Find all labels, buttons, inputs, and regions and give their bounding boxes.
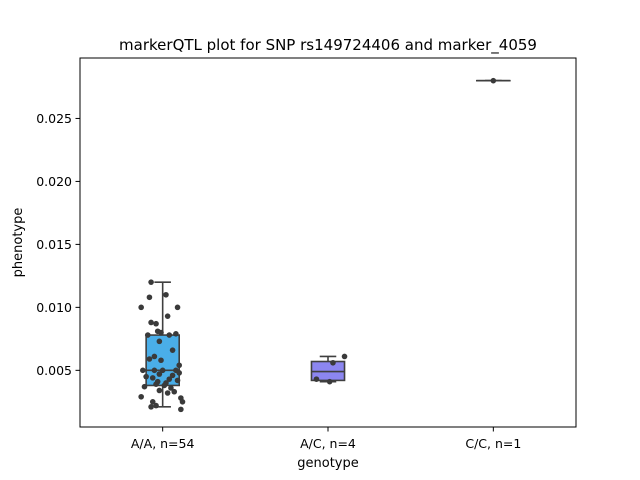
x-tick-label: A/A, n=54 (131, 436, 195, 451)
data-point (326, 378, 333, 385)
data-point (164, 390, 171, 396)
data-point (174, 377, 181, 384)
data-point (171, 388, 178, 395)
data-point (173, 331, 179, 337)
data-point (168, 385, 174, 391)
data-point (179, 399, 186, 405)
data-point (146, 294, 153, 301)
data-point (158, 329, 164, 336)
axes: 0.005 0.010 0.015 0.020 0.025 A/A, n=54 A/C, n… (36, 111, 521, 451)
data-point (156, 338, 163, 345)
data-point (151, 367, 158, 374)
data-point (169, 347, 176, 353)
data-point (330, 359, 336, 366)
data-point (138, 304, 144, 311)
data-point (178, 406, 184, 413)
data-point (174, 304, 181, 311)
plot-area (138, 77, 511, 413)
data-point (490, 77, 497, 84)
data-point (161, 382, 168, 389)
data-point (166, 332, 173, 338)
data-point (138, 393, 144, 400)
data-point (164, 313, 171, 319)
data-point (169, 372, 176, 379)
data-point (153, 402, 159, 409)
data-point (146, 356, 153, 362)
y-tick-label: 0.005 (36, 363, 72, 378)
data-point (156, 371, 163, 377)
x-tick-label: A/C, n=4 (300, 436, 356, 451)
y-tick-label: 0.010 (36, 300, 72, 315)
data-point (176, 362, 182, 369)
data-point (140, 367, 146, 374)
x-tick-label: C/C, n=1 (465, 436, 521, 451)
y-tick-label: 0.025 (36, 111, 72, 126)
data-point (313, 376, 320, 382)
data-point (341, 353, 348, 360)
data-point (163, 291, 169, 298)
y-tick-label: 0.015 (36, 237, 72, 252)
y-tick-label: 0.020 (36, 174, 72, 189)
data-point (149, 375, 156, 381)
data-point (166, 376, 173, 382)
data-point (156, 387, 163, 394)
box-1 (145, 281, 180, 408)
data-point (153, 381, 159, 387)
data-point (159, 367, 166, 374)
data-point (144, 332, 151, 338)
x-axis-label: genotype (297, 456, 358, 471)
data-point (158, 357, 164, 364)
data-point (141, 383, 148, 390)
data-point (176, 370, 182, 376)
data-point (151, 353, 158, 360)
data-point (153, 320, 159, 327)
chart-title: markerQTL plot for SNP rs149724406 and m… (119, 36, 537, 55)
y-axis-label: phenotype (11, 208, 26, 278)
data-point (149, 399, 156, 405)
strip-points (138, 77, 497, 413)
data-point (148, 279, 154, 285)
data-point (148, 319, 154, 326)
data-point (148, 404, 154, 410)
data-point (143, 373, 149, 380)
